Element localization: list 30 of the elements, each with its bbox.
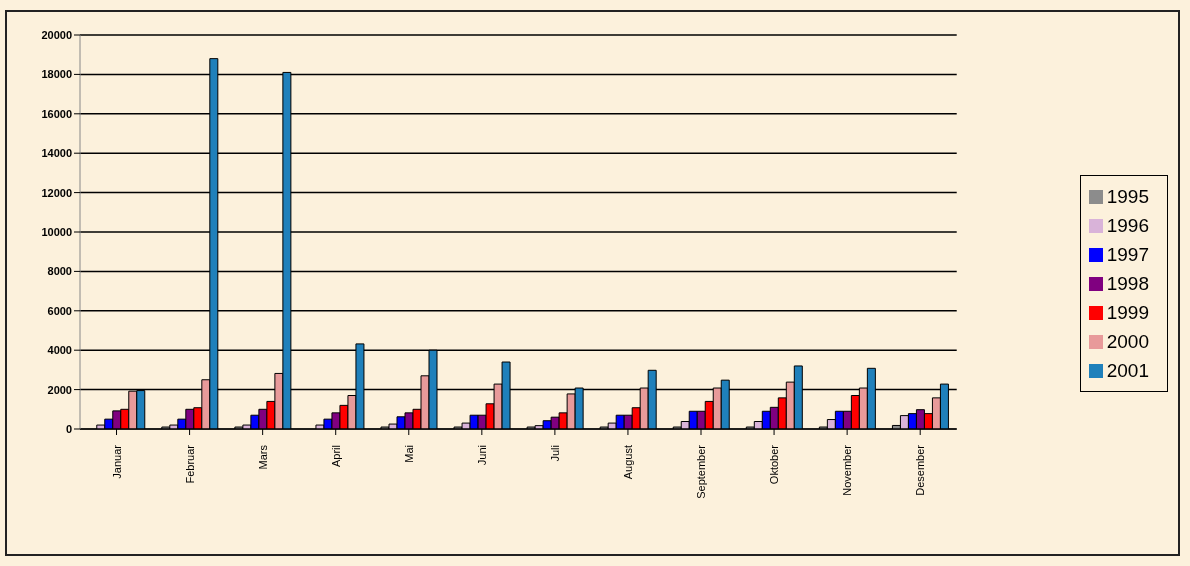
y-tick-label: 2000	[47, 383, 72, 396]
legend-label: 1996	[1106, 214, 1149, 236]
y-tick-label: 8000	[47, 265, 72, 278]
x-tick-label: August	[621, 445, 634, 480]
legend-label: 1998	[1106, 272, 1149, 294]
x-tick-label: November	[841, 444, 854, 496]
legend-label: 1999	[1106, 301, 1149, 323]
y-tick-label: 18000	[41, 68, 72, 81]
y-tick-label: 16000	[41, 107, 72, 120]
y-tick-label: 14000	[41, 147, 72, 160]
x-tick-label: Mars	[256, 444, 269, 470]
legend-label: 1997	[1106, 243, 1149, 265]
x-tick-label: Desember	[914, 444, 927, 496]
x-tick-label: Oktober	[768, 444, 781, 485]
x-tick-label: Juli	[548, 445, 561, 462]
y-tick-label: 12000	[41, 186, 72, 199]
legend-label: 2000	[1106, 330, 1149, 352]
x-tick-label: Februar	[183, 444, 196, 484]
legend-label: 2001	[1106, 359, 1149, 381]
x-tick-label: Juni	[475, 445, 488, 466]
y-tick-label: 20000	[41, 28, 72, 41]
y-tick-label: 4000	[47, 344, 72, 357]
x-tick-label: September	[695, 444, 708, 499]
x-tick-label: Januar	[110, 444, 123, 479]
x-tick-label: April	[329, 445, 342, 468]
y-tick-label: 10000	[41, 225, 72, 238]
y-tick-label: 6000	[47, 304, 72, 317]
x-tick-label: Mai	[402, 445, 415, 463]
y-tick-label: 0	[65, 422, 72, 435]
legend-label: 1995	[1106, 185, 1149, 207]
